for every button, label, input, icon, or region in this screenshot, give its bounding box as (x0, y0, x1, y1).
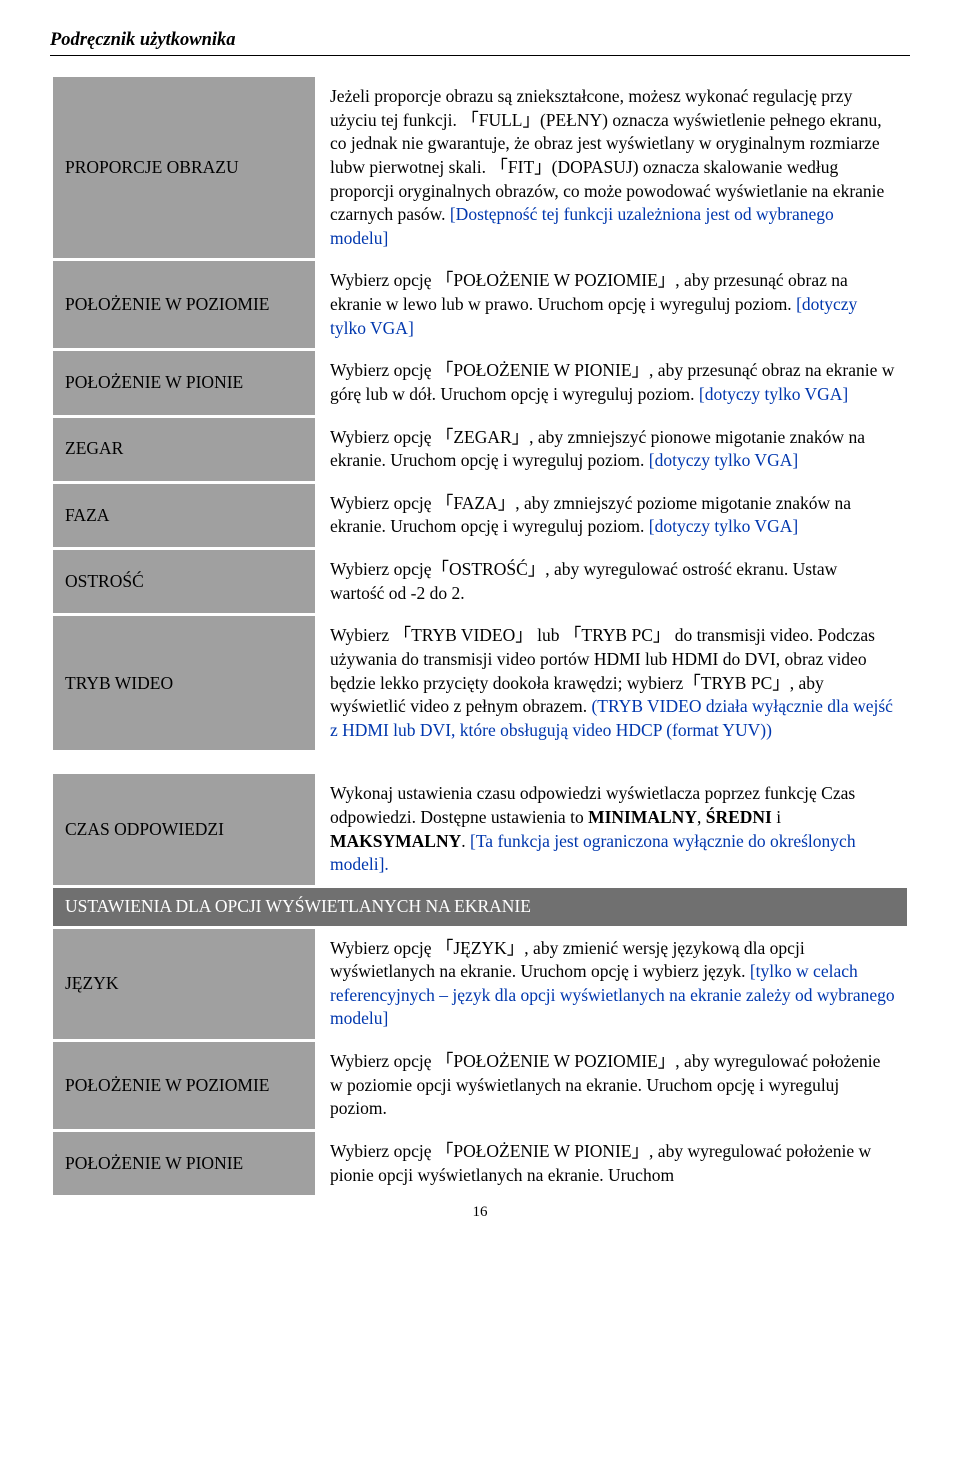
section-header-ustawienia: USTAWIENIA DLA OPCJI WYŚWIETLANYCH NA EK… (53, 888, 907, 926)
table-row: POŁOŻENIE W POZIOMIE Wybierz opcję 「POŁO… (53, 261, 907, 348)
row-label-jezyk: JĘZYK (53, 929, 315, 1040)
page-number: 16 (50, 1204, 910, 1221)
row-desc-proporcje: Jeżeli proporcje obrazu są zniekształcon… (318, 77, 907, 258)
row-label-tryb-wideo: TRYB WIDEO (53, 616, 315, 750)
table-row: POŁOŻENIE W PIONIE Wybierz opcję 「POŁOŻE… (53, 351, 907, 414)
row-desc-polozenie-h2: Wybierz opcję 「POŁOŻENIE W POZIOMIE」, ab… (318, 1042, 907, 1129)
row-desc-tryb-wideo: Wybierz 「TRYB VIDEO」 lub 「TRYB PC」 do tr… (318, 616, 907, 750)
settings-table: PROPORCJE OBRAZU Jeżeli proporcje obrazu… (50, 74, 910, 1198)
desc-text: Wybierz opcję 「JĘZYK」, aby zmienić wersj… (330, 938, 805, 982)
document-title: Podręcznik użytkownika (50, 30, 910, 51)
table-row: POŁOŻENIE W POZIOMIE Wybierz opcję 「POŁO… (53, 1042, 907, 1129)
desc-text: , (697, 807, 706, 827)
table-row: PROPORCJE OBRAZU Jeżeli proporcje obrazu… (53, 77, 907, 258)
row-desc-ostrosc: Wybierz opcję「OSTROŚĆ」, aby wyregulować … (318, 550, 907, 613)
table-row: POŁOŻENIE W PIONIE Wybierz opcję 「POŁOŻE… (53, 1132, 907, 1195)
row-label-proporcje: PROPORCJE OBRAZU (53, 77, 315, 258)
row-label-faza: FAZA (53, 484, 315, 547)
table-row: OSTROŚĆ Wybierz opcję「OSTROŚĆ」, aby wyre… (53, 550, 907, 613)
desc-text: Wybierz opcję 「POŁOŻENIE W POZIOMIE」, ab… (330, 270, 848, 314)
desc-text: Wybierz opcję 「POŁOŻENIE W PIONIE」, aby … (330, 1141, 871, 1185)
row-desc-faza: Wybierz opcję 「FAZA」, aby zmniejszyć poz… (318, 484, 907, 547)
section-header-row: USTAWIENIA DLA OPCJI WYŚWIETLANYCH NA EK… (53, 888, 907, 926)
table-row: ZEGAR Wybierz opcję 「ZEGAR」, aby zmniejs… (53, 418, 907, 481)
row-label-polozenie-v2: POŁOŻENIE W PIONIE (53, 1132, 315, 1195)
desc-note: [dotyczy tylko VGA] (649, 516, 798, 536)
table-row: CZAS ODPOWIEDZI Wykonaj ustawienia czasu… (53, 774, 907, 885)
table-row: JĘZYK Wybierz opcję 「JĘZYK」, aby zmienić… (53, 929, 907, 1040)
desc-note: [dotyczy tylko VGA] (695, 384, 849, 404)
row-label-polozenie-h2: POŁOŻENIE W POZIOMIE (53, 1042, 315, 1129)
desc-bold: ŚREDNI (706, 807, 772, 827)
table-row: TRYB WIDEO Wybierz 「TRYB VIDEO」 lub 「TRY… (53, 616, 907, 750)
desc-bold: MINIMALNY (588, 807, 697, 827)
title-rule (50, 55, 910, 56)
table-row: FAZA Wybierz opcję 「FAZA」, aby zmniejszy… (53, 484, 907, 547)
row-label-polozenie-v: POŁOŻENIE W PIONIE (53, 351, 315, 414)
desc-note: [dotyczy tylko VGA] (649, 450, 798, 470)
desc-text: Wybierz opcję「OSTROŚĆ」, aby wyregulować … (330, 559, 837, 603)
row-label-polozenie-h: POŁOŻENIE W POZIOMIE (53, 261, 315, 348)
spacer-row (53, 753, 907, 771)
row-label-ostrosc: OSTROŚĆ (53, 550, 315, 613)
row-desc-jezyk: Wybierz opcję 「JĘZYK」, aby zmienić wersj… (318, 929, 907, 1040)
row-label-czas-odpowiedzi: CZAS ODPOWIEDZI (53, 774, 315, 885)
row-desc-polozenie-h: Wybierz opcję 「POŁOŻENIE W POZIOMIE」, ab… (318, 261, 907, 348)
row-desc-zegar: Wybierz opcję 「ZEGAR」, aby zmniejszyć pi… (318, 418, 907, 481)
row-desc-polozenie-v: Wybierz opcję 「POŁOŻENIE W PIONIE」, aby … (318, 351, 907, 414)
desc-text: i (772, 807, 781, 827)
row-label-zegar: ZEGAR (53, 418, 315, 481)
desc-text: Wybierz opcję 「POŁOŻENIE W POZIOMIE」, ab… (330, 1051, 880, 1118)
row-desc-czas-odpowiedzi: Wykonaj ustawienia czasu odpowiedzi wyśw… (318, 774, 907, 885)
row-desc-polozenie-v2: Wybierz opcję 「POŁOŻENIE W PIONIE」, aby … (318, 1132, 907, 1195)
desc-bold: MAKSYMALNY (330, 831, 461, 851)
